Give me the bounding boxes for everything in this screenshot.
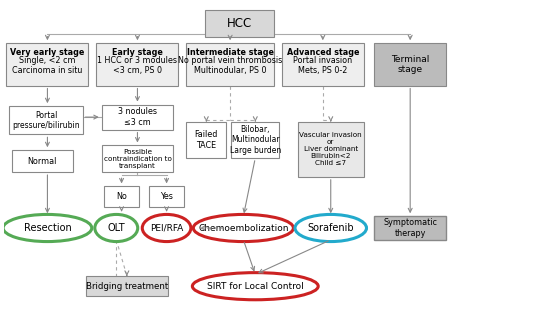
FancyBboxPatch shape — [282, 43, 364, 86]
Text: Intermediate stage: Intermediate stage — [186, 48, 273, 58]
Text: No portal vein thrombosis
Multinodular, PS 0: No portal vein thrombosis Multinodular, … — [178, 56, 282, 75]
FancyBboxPatch shape — [9, 106, 83, 134]
Text: SIRT for Local Control: SIRT for Local Control — [207, 282, 304, 291]
Text: Early stage: Early stage — [112, 48, 163, 58]
FancyBboxPatch shape — [374, 43, 446, 86]
Text: Normal: Normal — [27, 157, 57, 166]
Ellipse shape — [295, 215, 366, 241]
Text: Sorafenib: Sorafenib — [308, 223, 354, 233]
Ellipse shape — [95, 215, 138, 241]
Text: Failed
TACE: Failed TACE — [194, 130, 218, 149]
FancyBboxPatch shape — [186, 122, 226, 158]
FancyBboxPatch shape — [231, 122, 279, 158]
Text: Portal
pressure/bilirubin: Portal pressure/bilirubin — [12, 111, 80, 130]
FancyBboxPatch shape — [6, 43, 89, 86]
Text: HCC: HCC — [227, 17, 252, 30]
FancyBboxPatch shape — [374, 216, 446, 240]
Ellipse shape — [193, 215, 293, 241]
Text: Yes: Yes — [160, 192, 173, 201]
Text: 3 nodules
≤3 cm: 3 nodules ≤3 cm — [118, 107, 157, 127]
Text: Bridging treatment: Bridging treatment — [86, 282, 168, 291]
FancyBboxPatch shape — [86, 276, 168, 296]
Text: Bilobar,
Multinodular
Large burden: Bilobar, Multinodular Large burden — [230, 125, 281, 155]
Text: Single, <2 cm
Carcinoma in situ: Single, <2 cm Carcinoma in situ — [12, 56, 83, 75]
Text: OLT: OLT — [107, 223, 125, 233]
Text: Vascular invasion
or
Liver dominant
Bilirubin<2
Child ≤7: Vascular invasion or Liver dominant Bili… — [300, 132, 362, 166]
Ellipse shape — [192, 273, 318, 300]
Ellipse shape — [3, 215, 92, 241]
FancyBboxPatch shape — [297, 122, 364, 177]
FancyBboxPatch shape — [186, 43, 274, 86]
Text: Portal invasion
Mets, PS 0-2: Portal invasion Mets, PS 0-2 — [293, 56, 352, 75]
Ellipse shape — [142, 215, 191, 241]
Text: Terminal
stage: Terminal stage — [391, 55, 429, 74]
Text: Very early stage: Very early stage — [10, 48, 84, 58]
FancyBboxPatch shape — [12, 150, 73, 172]
Text: Chemoembolization: Chemoembolization — [198, 223, 288, 233]
FancyBboxPatch shape — [101, 145, 173, 172]
FancyBboxPatch shape — [104, 186, 139, 207]
FancyBboxPatch shape — [150, 186, 184, 207]
Text: Possible
contraindication to
transplant: Possible contraindication to transplant — [104, 149, 171, 169]
Text: PEI/RFA: PEI/RFA — [150, 223, 183, 233]
Text: 1 HCC or 3 modules
<3 cm, PS 0: 1 HCC or 3 modules <3 cm, PS 0 — [97, 56, 177, 75]
FancyBboxPatch shape — [97, 43, 178, 86]
FancyBboxPatch shape — [101, 105, 173, 130]
FancyBboxPatch shape — [205, 10, 274, 37]
Text: Advanced stage: Advanced stage — [287, 48, 359, 58]
Text: Symptomatic
therapy: Symptomatic therapy — [383, 218, 437, 238]
Text: No: No — [116, 192, 127, 201]
Text: Resection: Resection — [23, 223, 72, 233]
